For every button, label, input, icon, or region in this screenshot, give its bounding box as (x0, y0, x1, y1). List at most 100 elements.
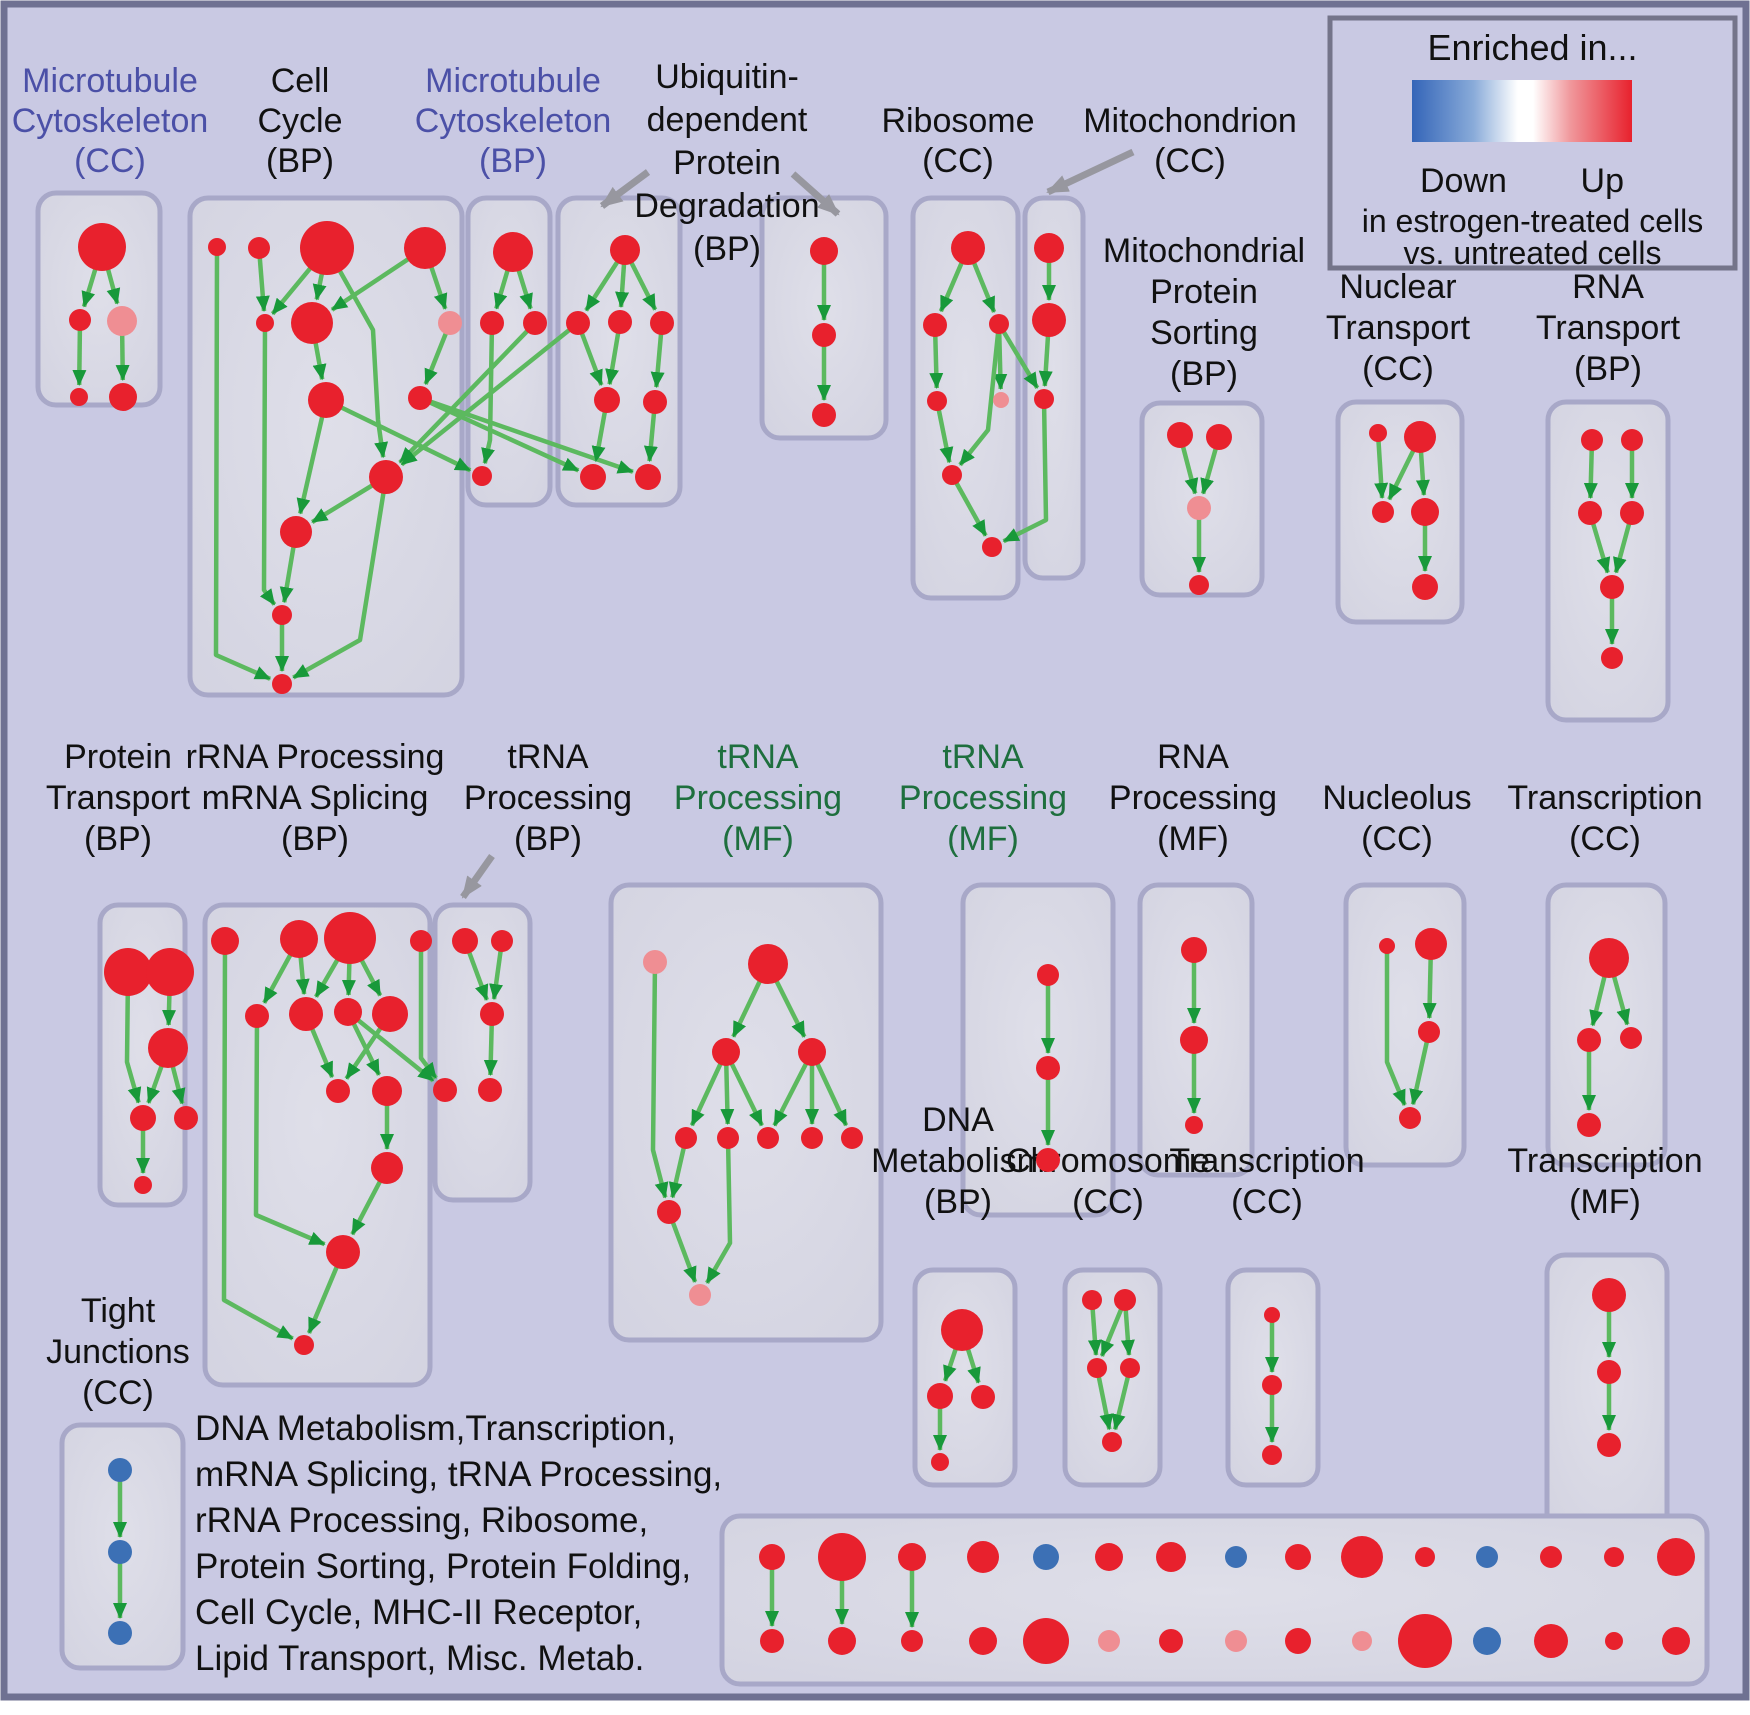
go-term-node (1034, 389, 1054, 409)
go-term-node (901, 1630, 923, 1652)
cluster-box-transcription-cc-mid (1545, 882, 1668, 1168)
go-term-node (1657, 1538, 1695, 1576)
trna-bp-label: tRNA (507, 738, 589, 776)
go-term-node (1262, 1375, 1282, 1395)
go-term-node (1206, 424, 1232, 450)
go-term-node (1597, 1433, 1621, 1457)
go-term-node (472, 466, 492, 486)
nucleolus-label: Nucleolus (1322, 779, 1471, 817)
go-term-node (951, 231, 985, 265)
go-term-node (493, 232, 533, 272)
go-term-node (580, 464, 606, 490)
mito-sorting-label: (BP) (1170, 355, 1238, 393)
go-term-node (78, 223, 126, 271)
go-term-node (148, 1028, 188, 1068)
go-term-node (108, 1540, 132, 1564)
legend-subtitle-1: in estrogen-treated cells (1362, 203, 1704, 239)
edge-arrow (253, 1015, 326, 1247)
tight-junctions-label: Tight (81, 1292, 156, 1330)
rna-processing-mf-label: RNA (1157, 738, 1229, 776)
label-pointer-arrow-icon (790, 171, 841, 217)
microtubule-bp-label: Cytoskeleton (415, 102, 612, 140)
microtubule-cc-label: (CC) (74, 142, 146, 180)
ub-deg-label: Ubiquitin- (655, 58, 799, 96)
trna-mf-1-label: tRNA (717, 738, 799, 776)
go-term-node (326, 1079, 350, 1103)
go-term-node (294, 1335, 314, 1355)
edge-arrow (1384, 946, 1407, 1106)
go-term-node (1592, 1278, 1626, 1312)
cluster-box-chromosome (1062, 1267, 1163, 1488)
cluster-box-dna-metabolism (912, 1267, 1018, 1488)
edge-arrow (1374, 432, 1389, 499)
edge-arrow (1094, 1367, 1114, 1431)
go-term-node (1415, 1547, 1435, 1567)
go-term-node (478, 1078, 502, 1102)
go-term-node (245, 1004, 269, 1028)
go-term-node (1418, 1021, 1440, 1043)
cluster-box-misc-strip (719, 1513, 1710, 1687)
go-term-node (372, 996, 408, 1032)
go-term-node (748, 944, 788, 984)
cluster-box-microtubule-cc (35, 190, 163, 408)
tight-junctions-label: (CC) (82, 1374, 154, 1412)
cell-cycle-label: Cycle (257, 102, 342, 140)
go-term-node (334, 998, 362, 1026)
go-term-node (248, 237, 270, 259)
misc-categories-text: DNA Metabolism,Transcription, (195, 1409, 676, 1448)
go-term-node (1285, 1628, 1311, 1654)
ub-deg-label: (BP) (693, 230, 761, 268)
go-term-node (1181, 937, 1207, 963)
go-term-node (942, 465, 962, 485)
go-term-node (1264, 1307, 1280, 1323)
go-term-node (1159, 1629, 1183, 1653)
nuclear-transport-label: (CC) (1362, 350, 1434, 388)
legend-box (1327, 15, 1738, 271)
go-term-node (1369, 424, 1387, 442)
mitochondrion-label: Mitochondrion (1083, 102, 1297, 140)
go-term-node (280, 516, 312, 548)
go-term-node (208, 238, 226, 256)
go-term-node (324, 912, 376, 964)
trna-mf-2-label: (MF) (947, 820, 1019, 858)
cluster-box-nuclear-transport (1335, 399, 1465, 625)
edge-arrow (259, 322, 277, 606)
protein-transport-label: (BP) (84, 820, 152, 858)
cluster-box-trna-bp (432, 902, 533, 1203)
go-term-node (1034, 233, 1064, 263)
cell-cycle-label: Cell (271, 62, 330, 100)
go-term-node (931, 1453, 949, 1471)
dna-metabolism-label: (BP) (924, 1183, 992, 1221)
go-term-node (818, 1533, 866, 1581)
go-term-node (433, 1078, 457, 1102)
edge-arrow (213, 246, 272, 681)
go-term-node (1114, 1289, 1136, 1311)
go-term-node (967, 1541, 999, 1573)
go-term-node (1662, 1627, 1690, 1655)
edge-arrow (398, 321, 537, 465)
go-term-node (812, 403, 836, 427)
transcription-cc-bot-label: Transcription (1169, 1142, 1364, 1180)
rna-transport-label: RNA (1572, 268, 1644, 306)
go-term-node (675, 1127, 697, 1149)
go-term-node (1372, 501, 1394, 523)
edge-arrow (418, 941, 438, 1080)
dna-metabolism-label: Metabolism (871, 1142, 1045, 1180)
trna-bp-label: (BP) (514, 820, 582, 858)
go-term-node (898, 1543, 926, 1571)
edge-arrow (296, 399, 329, 515)
nucleolus-label: (CC) (1361, 820, 1433, 858)
go-term-node (289, 997, 323, 1031)
go-term-node (927, 391, 947, 411)
protein-transport-label: Transport (46, 779, 191, 817)
go-term-node (1577, 1028, 1601, 1052)
go-term-node (1605, 1632, 1623, 1650)
go-term-node (1404, 421, 1436, 453)
cluster-box-trna-mf-1 (608, 882, 884, 1343)
edge-arrow (666, 1211, 698, 1283)
nuclear-transport-label: Nuclear (1339, 268, 1456, 306)
go-term-node (971, 1385, 995, 1409)
trna-bp-label: Processing (464, 779, 632, 817)
go-term-node (256, 314, 274, 332)
go-term-node (717, 1127, 739, 1149)
